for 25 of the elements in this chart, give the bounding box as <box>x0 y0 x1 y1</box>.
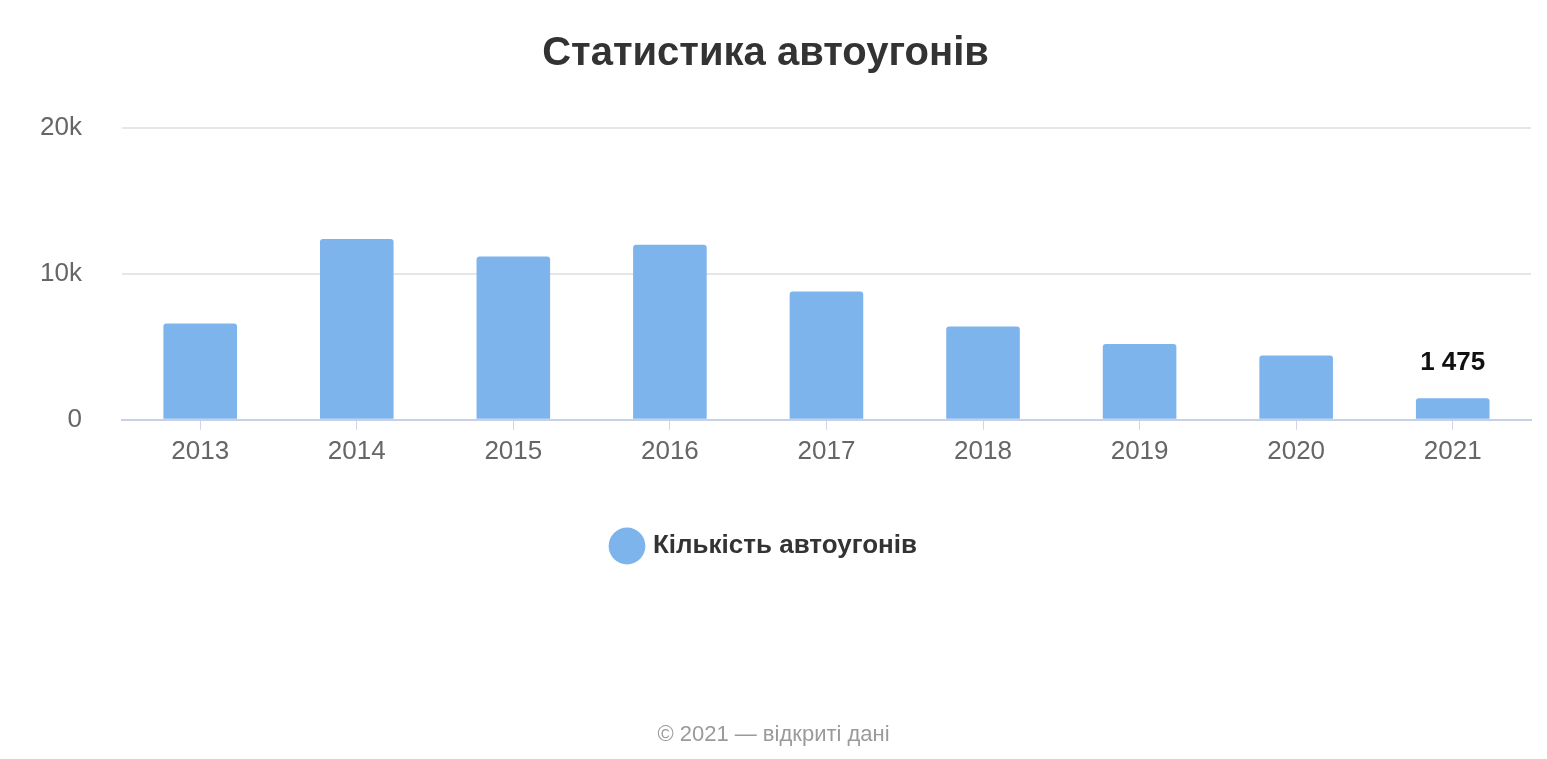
x-tick-label: 2019 <box>1110 434 1169 465</box>
bar <box>163 323 237 419</box>
x-tick-label: 2017 <box>797 434 856 465</box>
y-tick-label: 10k <box>40 257 83 288</box>
x-tick-label: 2021 <box>1423 434 1482 465</box>
bar <box>633 244 707 419</box>
x-tick-label: 2016 <box>640 434 699 465</box>
x-tick-label: 2018 <box>954 434 1012 465</box>
data-label: 1 475 <box>1420 346 1486 377</box>
bar <box>789 291 864 419</box>
bar <box>1102 343 1177 419</box>
x-tick-label: 2020 <box>1267 434 1326 465</box>
x-tick-label: 2013 <box>171 434 230 465</box>
chart-title: Статистика автоугонів <box>542 29 989 74</box>
x-tick-label: 2015 <box>484 434 543 465</box>
text: © 2021 — відкриті дані <box>657 721 890 747</box>
bar <box>319 238 394 419</box>
x-tick-label: 2014 <box>327 434 386 465</box>
bar <box>476 256 551 419</box>
y-tick-label: 20k <box>40 111 83 142</box>
bar <box>946 326 1020 419</box>
bar <box>1259 355 1333 419</box>
legend-label: Кількість автоугонів <box>653 529 917 560</box>
y-tick-label: 0 <box>67 402 82 433</box>
bar <box>1415 398 1490 419</box>
